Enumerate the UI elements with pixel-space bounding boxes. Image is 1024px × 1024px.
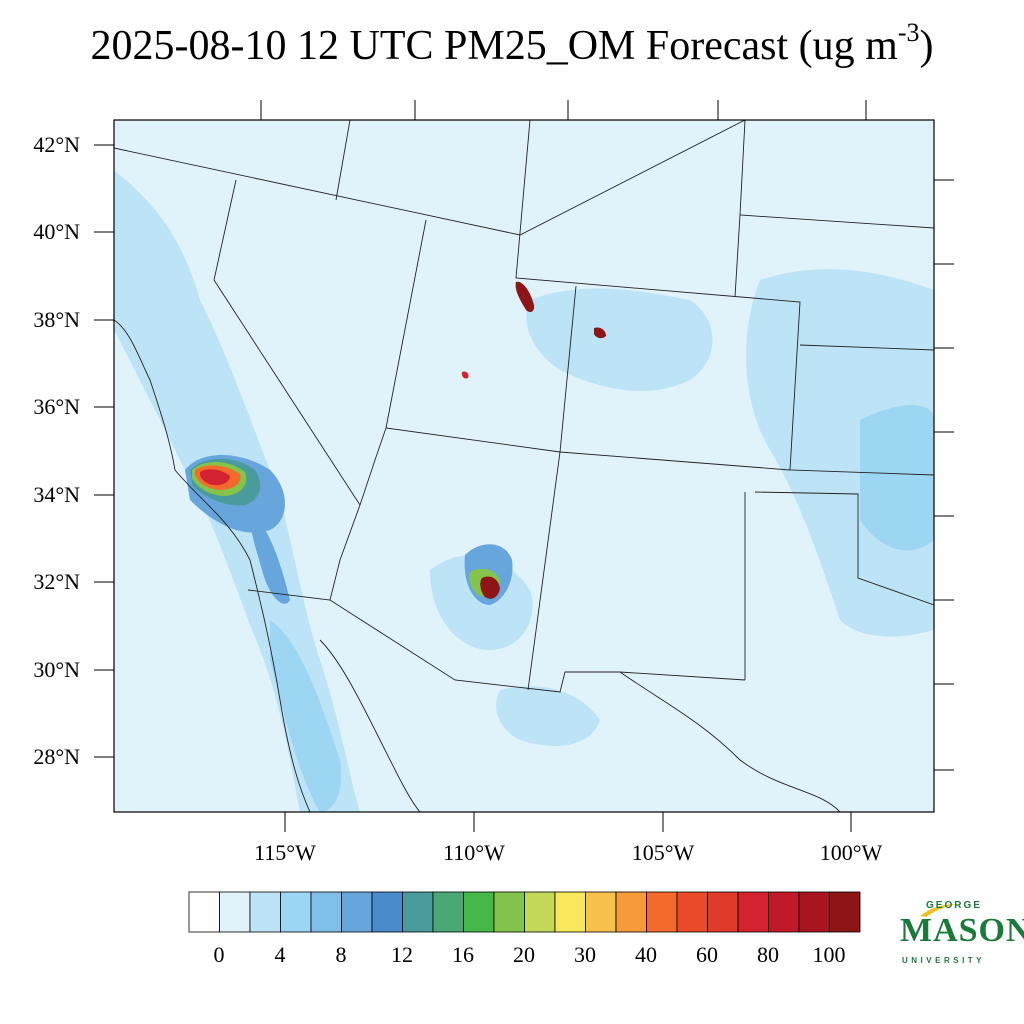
hotspot-arizona-darkred <box>480 576 500 599</box>
colorbar <box>188 891 861 933</box>
tick-marks <box>94 100 954 832</box>
lon-label: 115°W <box>254 840 316 865</box>
colorbar-swatch <box>615 891 647 933</box>
plume-colorado <box>526 288 713 391</box>
colorbar-swatch <box>280 891 312 933</box>
plume-baja <box>270 620 342 812</box>
colorbar-swatch <box>371 891 403 933</box>
hotspot-utah-small <box>461 371 469 379</box>
colorbar-label: 20 <box>513 942 535 967</box>
colorbar-swatch <box>249 891 281 933</box>
plume-texas <box>860 405 934 551</box>
colorbar-swatch <box>554 891 586 933</box>
colorbar-swatch <box>676 891 708 933</box>
concentration-field <box>114 170 934 812</box>
hotspot-utah-darkred <box>515 281 535 313</box>
colorbar-swatch <box>524 891 556 933</box>
hotspot-socal-red <box>200 469 230 486</box>
colorbar-swatch <box>402 891 434 933</box>
swoosh-icon <box>920 904 956 917</box>
lat-label: 30°N <box>33 657 80 682</box>
plume-socal-blue-tail <box>249 510 290 604</box>
colorbar-label: 4 <box>275 942 286 967</box>
hotspot-colorado-darkred <box>594 327 606 339</box>
colorbar-swatch <box>646 891 678 933</box>
colorbar-swatch <box>798 891 830 933</box>
colorbar-swatch <box>768 891 800 933</box>
george-mason-logo: GEORGE MASON UNIVERSITY <box>896 898 1024 970</box>
colorbar-swatch <box>432 891 464 933</box>
colorbar-swatch <box>493 891 525 933</box>
colorbar-labels: 0 4 8 12 16 20 30 40 60 80 100 <box>214 942 846 967</box>
lon-label: 110°W <box>443 840 505 865</box>
colorbar-swatch <box>341 891 373 933</box>
colorbar-swatch <box>463 891 495 933</box>
lat-label: 40°N <box>33 219 80 244</box>
lat-label: 38°N <box>33 307 80 332</box>
colorbar-label: 30 <box>574 942 596 967</box>
colorbar-swatch <box>737 891 769 933</box>
logo-george: GEORGE <box>926 900 982 911</box>
colorbar-swatch <box>310 891 342 933</box>
longitude-labels: 115°W 110°W 105°W 100°W <box>254 840 882 865</box>
lat-label: 28°N <box>33 744 80 769</box>
lat-label: 36°N <box>33 394 80 419</box>
logo-university: UNIVERSITY <box>902 956 986 965</box>
colorbar-label: 12 <box>391 942 413 967</box>
logo-mason: MASON <box>900 912 1024 949</box>
colorbar-label: 16 <box>452 942 474 967</box>
colorbar-label: 100 <box>813 942 846 967</box>
colorbar-swatch <box>188 891 220 933</box>
colorbar-label: 40 <box>635 942 657 967</box>
colorbar-swatch <box>707 891 739 933</box>
plume-mexico <box>496 686 600 746</box>
colorbar-swatch <box>585 891 617 933</box>
lon-label: 100°W <box>820 840 883 865</box>
colorbar-label: 80 <box>757 942 779 967</box>
map-frame <box>113 119 935 813</box>
lat-label: 42°N <box>33 132 80 157</box>
colorbar-swatch <box>829 891 861 933</box>
lat-label: 34°N <box>33 482 80 507</box>
latitude-labels: 42°N 40°N 38°N 36°N 34°N 32°N 30°N 28°N <box>33 132 80 769</box>
colorbar-label: 0 <box>214 942 225 967</box>
boundaries <box>114 120 934 812</box>
colorbar-swatch <box>219 891 251 933</box>
lat-label: 32°N <box>33 569 80 594</box>
colorbar-label: 60 <box>696 942 718 967</box>
colorbar-label: 8 <box>336 942 347 967</box>
map-title: 2025-08-10 12 UTC PM25_OM Forecast (ug m… <box>90 18 934 69</box>
lon-label: 105°W <box>632 840 695 865</box>
